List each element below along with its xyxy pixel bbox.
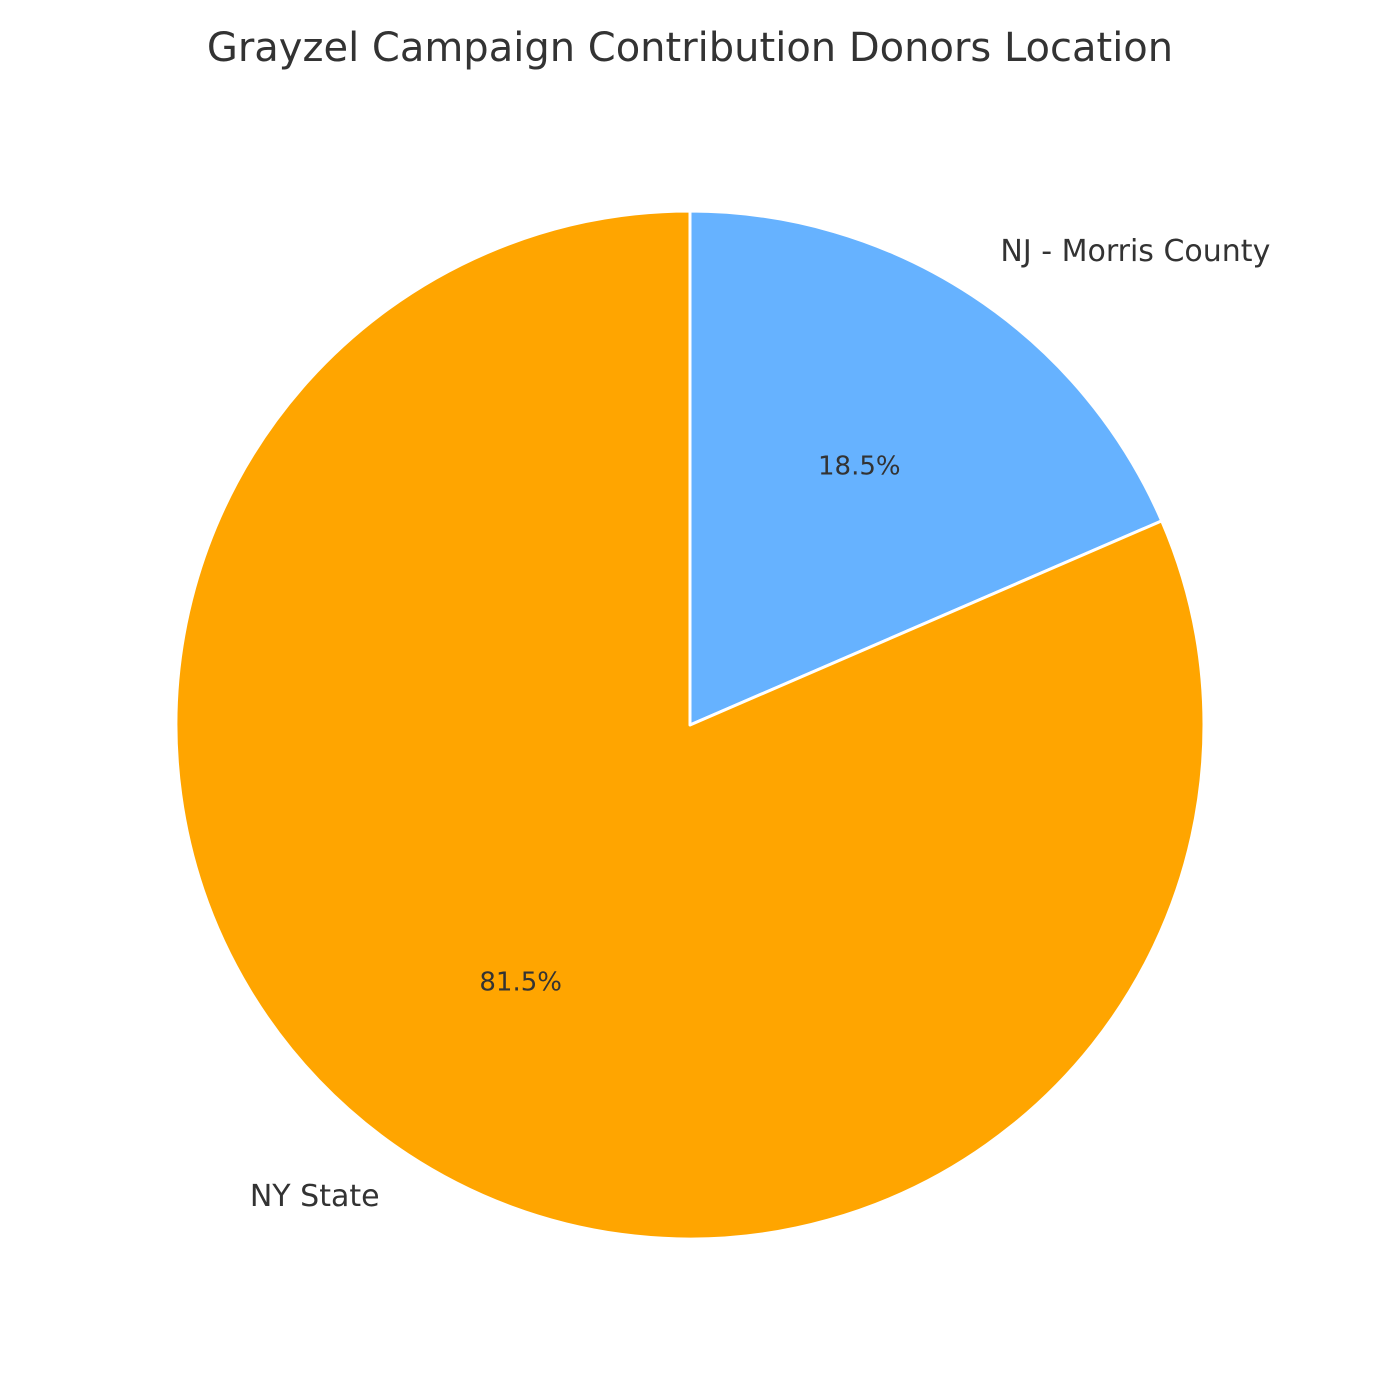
chart-title: Grayzel Campaign Contribution Donors Loc… (207, 25, 1173, 71)
slice-label: NJ - Morris County (1000, 234, 1270, 269)
percent-label: 18.5% (818, 452, 901, 482)
pie-slice (688, 209, 1164, 727)
pie-slice (174, 209, 1206, 1241)
percent-label: 81.5% (479, 967, 562, 997)
slice-label: NY State (250, 1179, 380, 1214)
